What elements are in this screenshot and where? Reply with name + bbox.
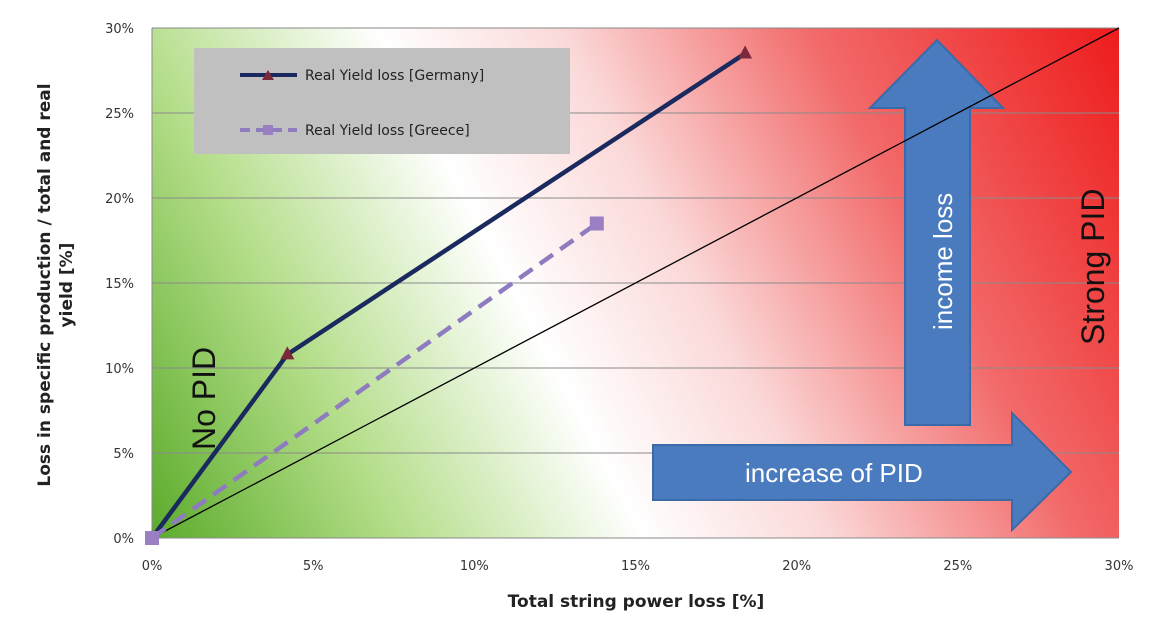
x-tick-label: 25% [943,559,972,574]
income-loss-label: income loss [928,193,958,330]
y-tick-labels: 0% 5% 10% 15% 20% 25% 30% [105,22,134,547]
y-axis-title-line-2: yield [%] [57,243,77,328]
data-series [145,45,753,545]
x-tick-label: 30% [1105,559,1134,574]
legend-item-germany: Real Yield loss [Germany] [240,68,484,84]
legend-item-greece: Real Yield loss [Greece] [240,123,470,139]
y-tick-label: 25% [105,107,134,122]
y-axis-title: Loss in specific production / total and … [35,83,77,486]
series-0-point-1 [280,346,295,360]
x-tick-label: 10% [460,559,489,574]
y-axis-title-line-1: Loss in specific production / total and … [35,83,55,486]
series-line-1 [150,221,599,540]
legend-marker-greece [263,125,273,135]
reference-line [151,27,1120,539]
legend-marker-germany [262,70,274,80]
y-tick-label: 5% [113,447,134,462]
x-tick-label: 20% [782,559,811,574]
series-1-point-0 [145,531,159,545]
x-tick-labels: 0% 5% 10% 15% 20% 25% 30% [142,559,1134,574]
legend-box [194,48,570,154]
x-tick-label: 0% [142,559,163,574]
y-tick-label: 30% [105,22,134,37]
series-1-point-1 [589,216,604,231]
legend-label-germany: Real Yield loss [Germany] [305,68,484,84]
increase-pid-arrow [652,410,1073,533]
y-tick-label: 20% [105,192,134,207]
series-0-point-2 [738,45,753,59]
no-pid-label: No PID [186,347,222,450]
increase-pid-label: increase of PID [745,458,923,488]
strong-pid-label: Strong PID [1075,188,1111,345]
reference-diagonal-line [151,27,1120,539]
income-loss-arrow [867,38,1006,426]
y-tick-label: 15% [105,277,134,292]
x-tick-label: 15% [621,559,650,574]
x-axis-title: Total string power loss [%] [508,592,765,612]
x-tick-label: 5% [303,559,324,574]
y-tick-label: 0% [113,532,134,547]
y-tick-label: 10% [105,362,134,377]
legend-label-greece: Real Yield loss [Greece] [305,123,470,139]
